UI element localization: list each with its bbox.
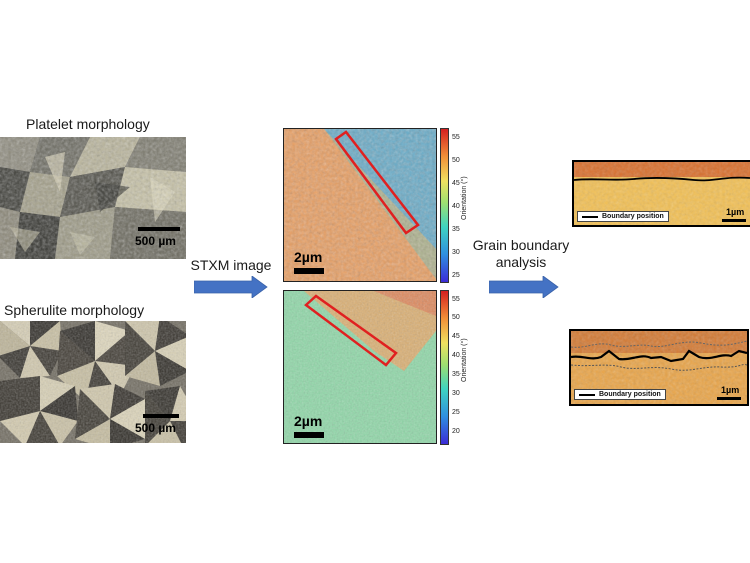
legend-bottom: Boundary position xyxy=(574,389,666,400)
boundary-line-bottom xyxy=(571,349,747,363)
map-top-scale-label: 2µm xyxy=(294,249,323,265)
roi-box-top xyxy=(334,130,420,235)
colorbar-top-tick-45: 45 xyxy=(452,180,460,187)
platelet-title: Platelet morphology xyxy=(26,116,150,132)
stxm-arrow xyxy=(194,276,268,298)
spherulite-micrograph: 500 µm xyxy=(0,321,186,443)
colorbar-top-label: Orientation (°) xyxy=(461,176,468,220)
colorbar-bottom-tick-30: 30 xyxy=(452,390,460,397)
colorbar-top xyxy=(440,128,449,283)
roi-box-bottom xyxy=(304,294,398,367)
boundary-line-top xyxy=(574,176,750,182)
boundary-band-upper xyxy=(571,340,747,348)
colorbar-bottom-tick-25: 25 xyxy=(452,409,460,416)
boundary-band-lower xyxy=(571,364,747,371)
platelet-scale-label: 500 µm xyxy=(135,234,176,248)
colorbar-bottom-tick-20: 20 xyxy=(452,428,460,435)
legend-top-line xyxy=(582,215,598,218)
analysis-arrow xyxy=(489,276,559,298)
colorbar-bottom-tick-55: 55 xyxy=(452,296,460,303)
grain-boundary-label: Grain boundary analysis xyxy=(466,237,576,271)
colorbar-bottom-tick-45: 45 xyxy=(452,333,460,340)
stxm-map-bottom: 2µm xyxy=(283,290,437,444)
colorbar-bottom-label: Orientation (°) xyxy=(461,338,468,382)
platelet-micrograph: 500 µm xyxy=(0,137,186,259)
legend-top-text: Boundary position xyxy=(602,213,664,220)
colorbar-top-tick-40: 40 xyxy=(452,203,460,210)
colorbar-bottom-tick-40: 40 xyxy=(452,352,460,359)
boundary-top-scalebar xyxy=(722,219,746,222)
stxm-map-top: 2µm xyxy=(283,128,437,282)
map-bottom-scalebar xyxy=(294,432,324,438)
stxm-label: STXM image xyxy=(190,257,272,273)
colorbar-bottom-tick-35: 35 xyxy=(452,371,460,378)
legend-bottom-line xyxy=(579,393,595,396)
spherulite-scale-label: 500 µm xyxy=(135,421,176,435)
map-top-scalebar xyxy=(294,268,324,274)
colorbar-bottom xyxy=(440,290,449,445)
platelet-scalebar xyxy=(138,227,180,231)
boundary-bottom-scalebar xyxy=(717,397,741,400)
colorbar-top-ticks: 55 50 45 40 35 30 25 xyxy=(452,134,466,280)
colorbar-top-tick-35: 35 xyxy=(452,226,460,233)
colorbar-bottom-tick-50: 50 xyxy=(452,314,460,321)
spherulite-title: Spherulite morphology xyxy=(4,302,145,318)
grain-boundary-label-line1: Grain boundary xyxy=(472,237,570,253)
colorbar-top-tick-25: 25 xyxy=(452,272,460,279)
map-bottom-scale-label: 2µm xyxy=(294,413,323,429)
colorbar-top-tick-55: 55 xyxy=(452,134,460,141)
boundary-bottom-scale-label: 1µm xyxy=(721,385,740,395)
boundary-map-top: Boundary position 1µm xyxy=(572,160,750,227)
grain-boundary-label-line2: analysis xyxy=(495,254,547,270)
legend-bottom-text: Boundary position xyxy=(599,391,661,398)
colorbar-top-tick-30: 30 xyxy=(452,249,460,256)
boundary-top-scale-label: 1µm xyxy=(726,207,745,217)
legend-top: Boundary position xyxy=(577,211,669,222)
boundary-map-bottom: Boundary position 1µm xyxy=(569,329,749,406)
colorbar-top-tick-50: 50 xyxy=(452,157,460,164)
colorbar-bottom-ticks: 55 50 45 40 35 30 25 20 xyxy=(452,296,466,442)
spherulite-scalebar xyxy=(143,414,179,418)
